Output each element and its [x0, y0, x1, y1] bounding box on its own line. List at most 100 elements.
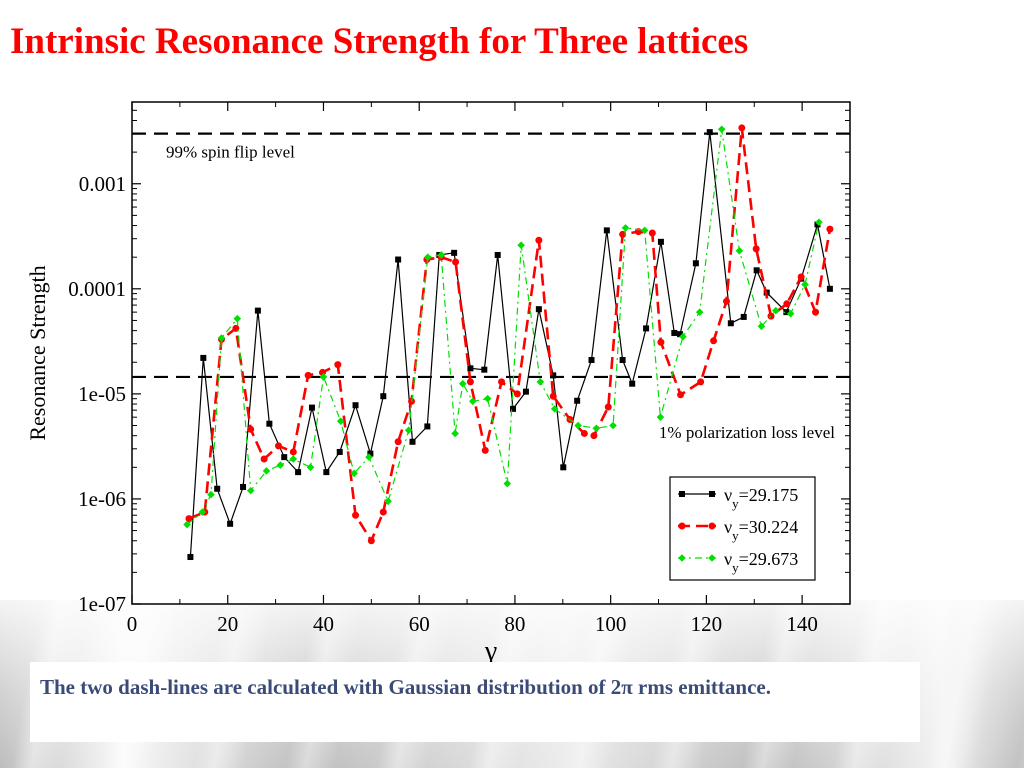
data-point-circle	[379, 508, 387, 516]
data-point-square	[336, 448, 343, 455]
data-point-circle	[352, 511, 360, 519]
data-point-square	[619, 357, 626, 364]
data-point-diamond	[289, 455, 298, 463]
caption: The two dash-lines are calculated with G…	[30, 662, 920, 742]
data-point-circle	[498, 378, 506, 386]
data-point-square	[677, 331, 684, 338]
data-point-square	[240, 483, 247, 490]
series-1	[187, 129, 833, 561]
legend-label: νy=29.175	[724, 485, 798, 511]
axis-ticks: 0 20 40 60 80 100 120 140 1e-07 1e-06 1e-05 0.0001 0…	[68, 101, 850, 636]
x-tick-label: 100	[595, 612, 627, 636]
data-point-circle	[590, 432, 598, 440]
legend-subscript: y	[732, 528, 739, 543]
data-point-square	[266, 420, 273, 427]
x-tick-label: 60	[409, 612, 430, 636]
data-point-square	[706, 129, 713, 136]
x-axis-label: γ	[484, 636, 497, 667]
data-point-diamond	[262, 467, 271, 475]
data-point-diamond	[198, 508, 207, 516]
data-point-diamond	[350, 469, 358, 478]
data-point-circle	[260, 455, 268, 463]
data-point-square	[281, 454, 288, 461]
data-point-diamond	[233, 314, 242, 323]
data-point-diamond	[609, 421, 617, 430]
data-point-diamond	[772, 306, 780, 315]
legend-nu: ν	[724, 517, 732, 537]
data-point-square	[535, 306, 542, 313]
data-point-square	[588, 357, 595, 364]
data-point-square	[187, 554, 194, 561]
data-point-circle	[580, 429, 588, 437]
data-point-square	[227, 520, 234, 527]
data-point-circle	[767, 312, 775, 320]
data-point-circle	[535, 236, 543, 244]
data-point-diamond	[384, 497, 392, 506]
data-point-circle	[367, 537, 375, 545]
data-point-square	[467, 365, 474, 372]
data-point-diamond	[424, 253, 432, 261]
data-point-square	[200, 354, 207, 361]
data-point-diamond	[679, 332, 687, 341]
legend-value: =30.224	[739, 517, 799, 537]
resonance-strength-chart: 0 20 40 60 80 100 120 140 1e-07 1e-06 1e-05 0.0001 0…	[25, 101, 851, 667]
data-point-square	[409, 438, 416, 445]
data-point-square	[709, 491, 715, 497]
data-point-diamond	[815, 218, 823, 227]
data-point-circle	[738, 124, 746, 132]
y-tick-label: 1e-06	[78, 487, 126, 511]
data-point-square	[740, 313, 747, 320]
legend-label: νy=29.673	[724, 549, 798, 575]
data-point-circle	[783, 300, 791, 308]
data-point-circle	[452, 258, 460, 266]
data-point-circle	[289, 448, 297, 456]
data-point-circle	[604, 403, 612, 411]
data-point-circle	[826, 225, 834, 233]
data-point-diamond	[735, 247, 744, 255]
y-tick-label: 1e-05	[78, 382, 126, 406]
data-point-circle	[697, 378, 705, 386]
y-tick-label: 1e-07	[78, 592, 126, 616]
data-point-circle	[304, 371, 312, 379]
data-point-diamond	[517, 241, 525, 250]
data-point-diamond	[458, 379, 467, 388]
data-point-circle	[394, 438, 402, 446]
data-point-square	[603, 227, 610, 234]
data-point-diamond	[451, 429, 459, 438]
data-point-diamond	[678, 554, 686, 562]
data-point-square	[643, 325, 650, 332]
legend-subscript: y	[732, 560, 739, 575]
data-point-square	[629, 380, 636, 387]
data-point-square	[550, 372, 557, 379]
data-point-circle	[247, 425, 255, 433]
data-point-square	[671, 329, 678, 336]
data-point-circle	[466, 378, 474, 386]
data-point-diamond	[640, 226, 649, 235]
data-point-circle	[619, 230, 627, 238]
data-point-square	[295, 469, 302, 476]
data-point-circle	[274, 442, 282, 450]
data-point-diamond	[536, 378, 545, 386]
data-point-square	[395, 256, 402, 263]
data-point-square	[380, 393, 387, 400]
data-point-circle	[677, 391, 685, 399]
data-point-circle	[678, 522, 686, 530]
data-point-square	[254, 307, 261, 314]
data-point-diamond	[757, 322, 766, 331]
slide-title: Intrinsic Resonance Strength for Three l…	[10, 21, 749, 62]
data-point-diamond	[592, 424, 601, 433]
data-point-diamond	[656, 413, 665, 421]
data-point-circle	[513, 390, 521, 398]
data-point-diamond	[437, 251, 446, 259]
data-point-diamond	[574, 421, 582, 430]
data-point-circle	[797, 273, 805, 281]
data-point-diamond	[336, 417, 345, 425]
data-point-diamond	[306, 463, 315, 472]
data-point-diamond	[365, 453, 373, 461]
data-point-square	[560, 464, 567, 471]
data-point-diamond	[483, 394, 492, 403]
y-tick-label: 0.0001	[68, 277, 126, 301]
data-point-square	[367, 450, 374, 457]
data-point-circle	[334, 361, 342, 369]
